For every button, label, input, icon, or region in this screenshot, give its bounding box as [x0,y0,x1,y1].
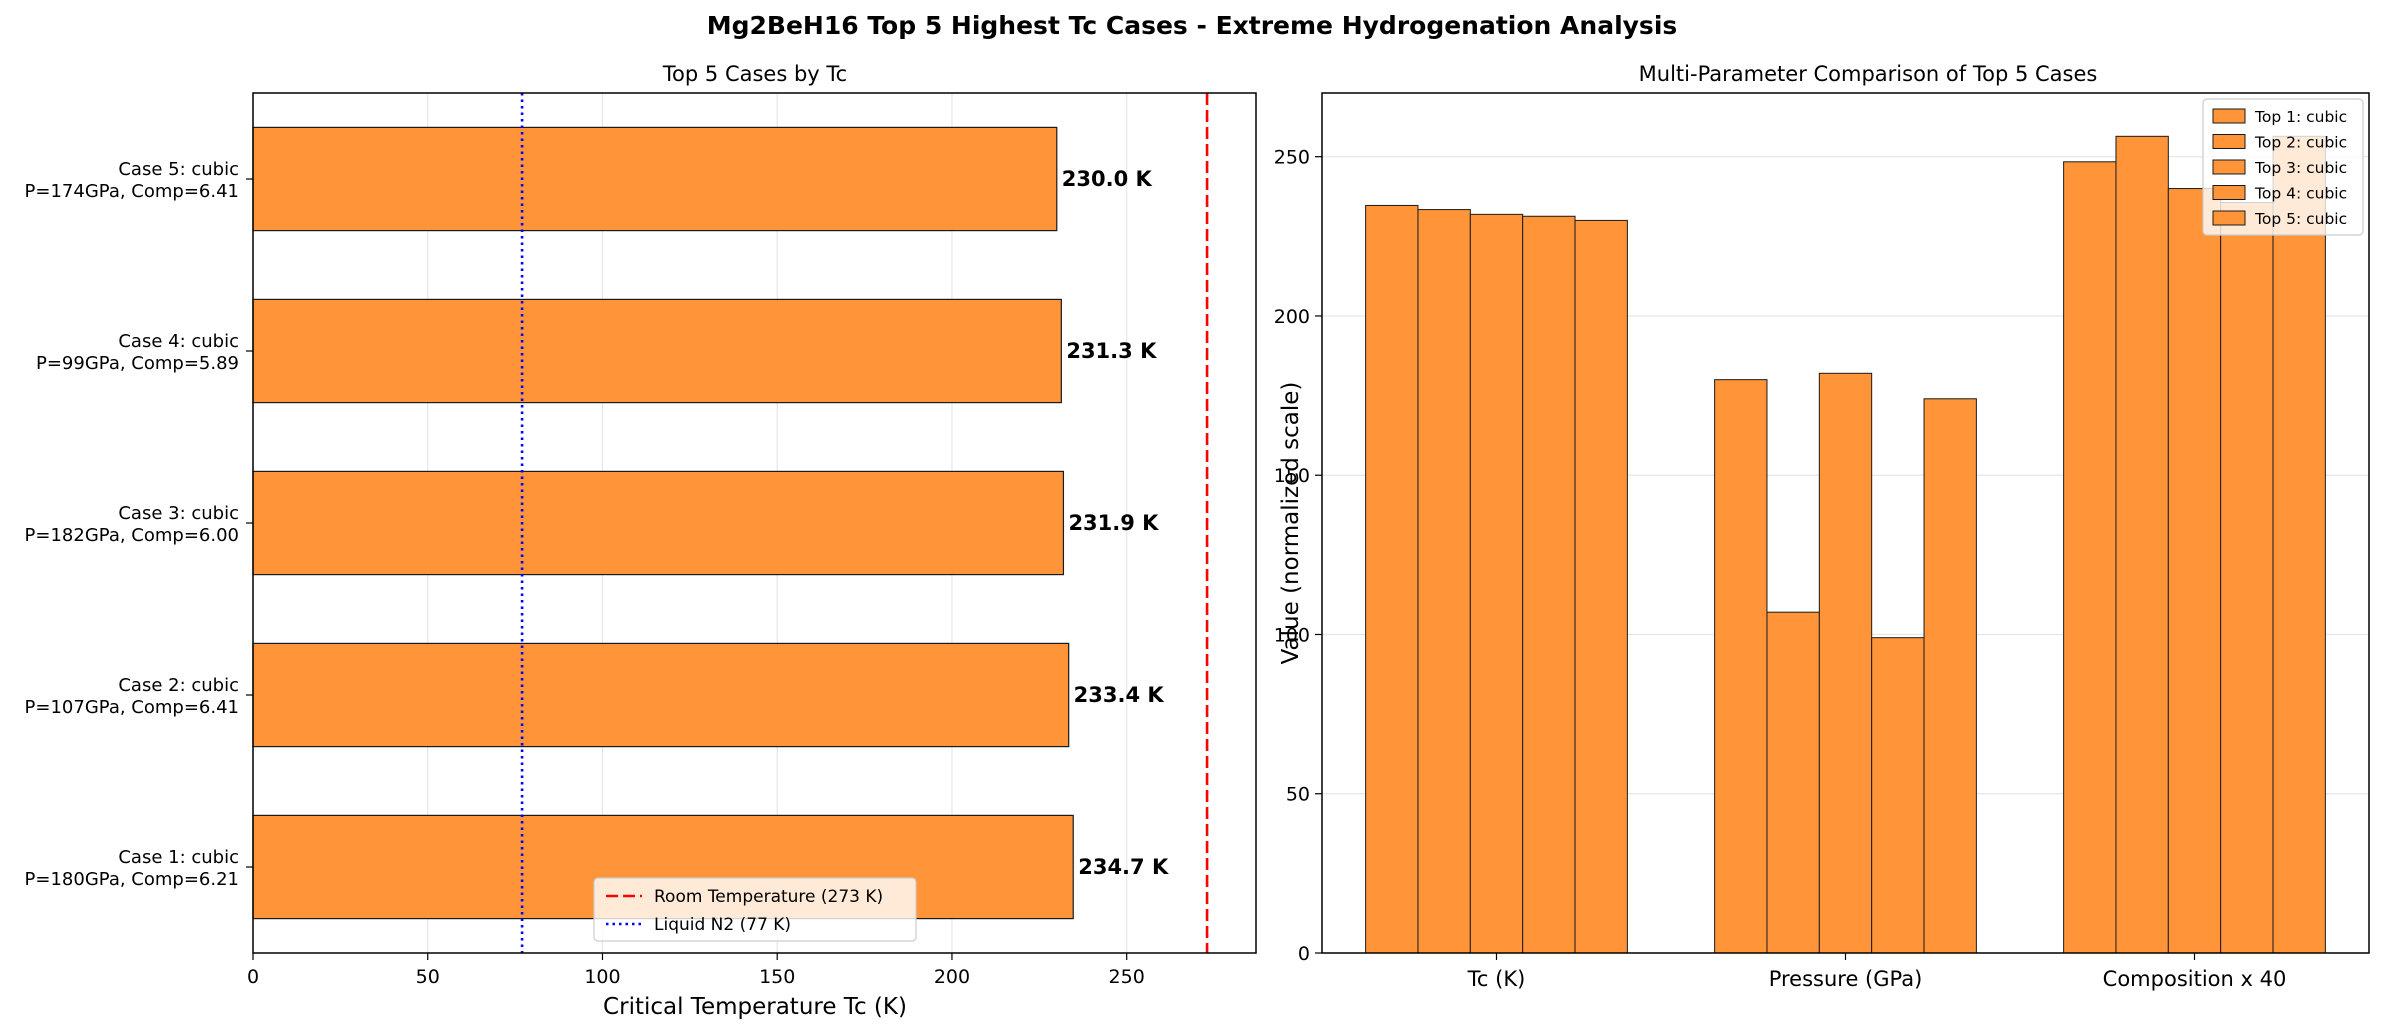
right-y-tick-label: 50 [1286,784,1310,806]
left-y-tick-label: P=182GPa, Comp=6.00 [25,525,239,546]
right-legend-label: Top 5: cubic [2254,210,2347,228]
right-bar [1574,219,1628,954]
right-legend-swatch [2212,159,2246,175]
right-bar [1365,204,1419,954]
left-y-tick-label: P=180GPa, Comp=6.21 [25,869,239,890]
left-bar-value-label: 231.9 K [1068,511,1159,535]
right-y-tick-label: 250 [1274,147,1310,169]
right-bar [1714,379,1768,954]
left-y-tick-label: Case 1: cubic [118,847,239,868]
right-x-tick-label: Composition x 40 [2103,967,2287,991]
right-bar [1469,213,1524,954]
left-y-tick-label: P=107GPa, Comp=6.41 [25,697,239,718]
left-x-tick-label: 200 [934,966,970,988]
right-bar [2220,202,2274,954]
right-bar [1818,372,1873,954]
left-x-tick-label: 50 [416,966,440,988]
left-x-tick-label: 250 [1109,966,1145,988]
right-bar [2063,161,2117,954]
left-chart-title: Top 5 Cases by Tc [662,62,847,86]
right-legend-swatch [2212,134,2246,149]
right-legend-label: Top 3: cubic [2254,159,2347,177]
left-legend: Room Temperature (273 K) Liquid N2 (77 K) [593,877,917,942]
right-y-axis-label: Value (normalized scale) [1278,382,1304,665]
right-y-ticks: 0 50 100 150 200 250 [1274,147,1322,965]
left-legend-label: Liquid N2 (77 K) [654,915,791,935]
left-x-tick-label: 150 [759,966,795,988]
right-bar [1871,637,1925,954]
left-bar-value-label: 230.0 K [1062,167,1153,191]
left-legend-label: Room Temperature (273 K) [654,887,883,907]
right-y-tick-label: 100 [1274,624,1310,646]
left-y-tick-label: Case 5: cubic [118,159,239,180]
left-y-tick-label: Case 4: cubic [118,331,239,352]
right-y-tick-label: 200 [1274,306,1310,328]
right-chart: Multi-Parameter Comparison of Top 5 Case… [1274,62,2370,991]
right-legend-swatch [2212,185,2246,200]
right-bar [1766,611,1820,954]
right-bar [1923,398,1977,954]
left-y-tick-label: Case 3: cubic [118,503,239,524]
left-bar [252,642,1070,748]
left-y-tick-label: P=99GPa, Comp=5.89 [36,353,239,374]
left-bar [252,126,1058,232]
right-bar [2115,135,2169,954]
right-bar [1522,215,1576,954]
left-bar-value-label: 233.4 K [1074,683,1165,707]
left-x-ticks: 0 50 100 150 200 250 [247,953,1145,988]
right-legend-box [2202,98,2364,236]
right-x-ticks: Tc (K) Pressure (GPa) Composition x 40 [1467,953,2287,991]
left-bar-value-label: 234.7 K [1078,855,1169,879]
figure-title: Mg2BeH16 Top 5 Highest Tc Cases - Extrem… [707,11,1678,40]
right-legend-swatch [2212,108,2246,124]
right-legend-swatch [2212,210,2246,226]
left-legend-box [593,877,917,942]
right-y-tick-label: 0 [1298,943,1310,965]
left-x-tick-label: 0 [247,966,259,988]
right-legend-label: Top 1: cubic [2254,108,2347,126]
right-bars [1365,135,2326,954]
right-x-tick-label: Pressure (GPa) [1769,967,1923,991]
left-y-tick-label: P=174GPa, Comp=6.41 [25,181,239,202]
right-legend: Top 1: cubic Top 2: cubic Top 3: cubic Top … [2202,98,2364,236]
left-bar-value-label: 231.3 K [1066,339,1157,363]
right-legend-label: Top 4: cubic [2254,185,2347,203]
left-reference-lines [520,93,1209,953]
left-x-tick-label: 100 [584,966,620,988]
right-legend-label: Top 2: cubic [2254,134,2347,152]
right-bar [2272,135,2326,954]
left-value-labels: 234.7 K 233.4 K 231.9 K 231.3 K 230.0 K [1062,167,1169,879]
right-chart-title: Multi-Parameter Comparison of Top 5 Case… [1639,62,2098,86]
right-y-tick-label: 150 [1274,465,1310,487]
right-bar [1417,209,1471,954]
left-bars [252,126,1074,920]
left-bar [252,298,1062,404]
left-x-axis-label: Critical Temperature Tc (K) [603,994,907,1020]
left-y-tick-label: Case 2: cubic [118,675,239,696]
left-bar [252,470,1065,576]
right-bar [2167,188,2222,954]
right-x-tick-label: Tc (K) [1467,967,1526,991]
